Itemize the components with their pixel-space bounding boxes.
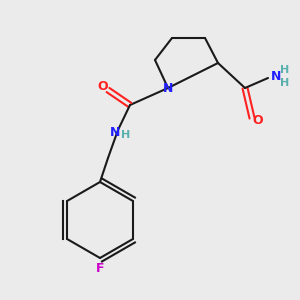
Text: N: N <box>163 82 173 94</box>
Text: H: H <box>280 78 290 88</box>
Text: H: H <box>122 130 130 140</box>
Text: F: F <box>96 262 104 275</box>
Text: N: N <box>110 125 120 139</box>
Text: N: N <box>271 70 281 83</box>
Text: O: O <box>98 80 108 94</box>
Text: H: H <box>280 65 290 75</box>
Text: O: O <box>253 113 263 127</box>
